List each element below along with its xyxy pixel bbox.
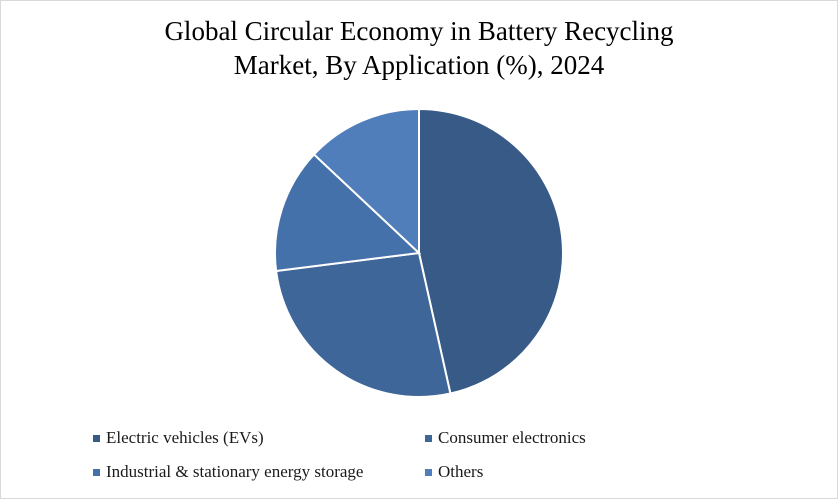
legend-item-electric-vehicles: Electric vehicles (EVs)	[93, 428, 264, 448]
pie-slice-consumer-electronics	[275, 251, 452, 398]
legend-swatch	[93, 434, 100, 442]
legend-item-industrial-storage: Industrial & stationary energy storage	[93, 462, 363, 482]
pie-slice-electric-vehicles-evs	[418, 107, 564, 395]
legend-label: Others	[438, 462, 484, 481]
legend-label: Electric vehicles (EVs)	[106, 428, 264, 447]
legend-swatch	[425, 468, 432, 476]
chart-title: Global Circular Economy in Battery Recyc…	[0, 14, 838, 82]
chart-title-line-1: Global Circular Economy in Battery Recyc…	[164, 16, 674, 46]
pie-slice-others	[312, 107, 420, 256]
legend-item-consumer-electronics: Consumer electronics	[425, 428, 586, 448]
legend-swatch	[425, 434, 432, 442]
pie-slice-industrial-stationary-energy-storage	[274, 153, 422, 273]
chart-title-line-2: Market, By Application (%), 2024	[233, 50, 605, 80]
legend-label: Industrial & stationary energy storage	[106, 462, 364, 481]
legend-label: Consumer electronics	[438, 428, 586, 447]
legend-swatch	[93, 468, 100, 476]
legend-item-others: Others	[425, 462, 483, 482]
pie-slices	[274, 107, 564, 398]
